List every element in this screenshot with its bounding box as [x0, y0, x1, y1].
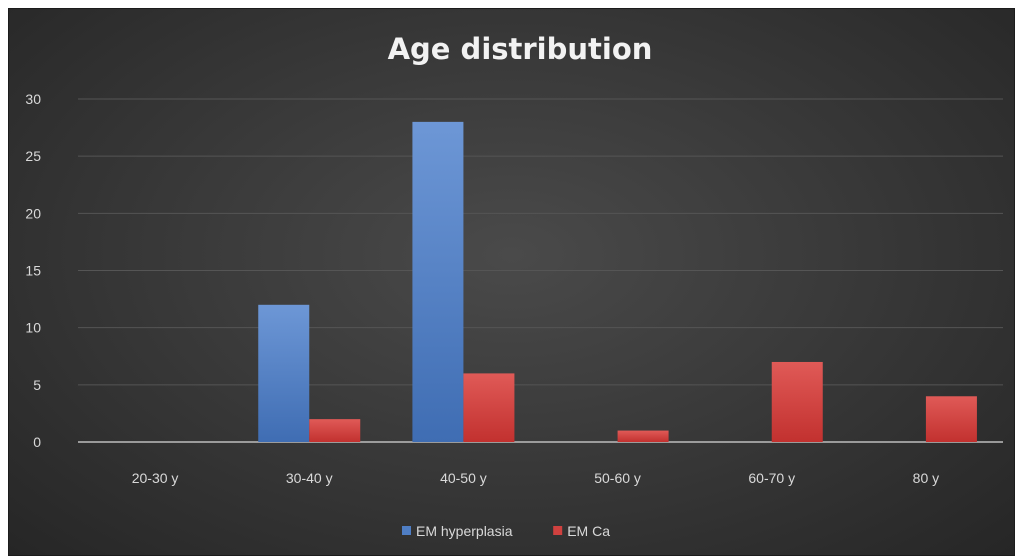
- x-tick-label: 30-40 y: [286, 470, 333, 486]
- y-axis-tick-labels: 0 5 10 15 20 25 30: [25, 91, 41, 450]
- y-tick-label: 15: [25, 263, 41, 279]
- x-axis-tick-labels: 20-30 y 30-40 y 40-50 y 50-60 y 60-70 y 80 y: [132, 470, 939, 486]
- x-tick-label: 40-50 y: [440, 470, 487, 486]
- legend: EM hyperplasia EM Ca: [402, 523, 610, 539]
- y-tick-label: 25: [25, 148, 41, 164]
- legend-label: EM hyperplasia: [416, 523, 513, 539]
- bar-em-ca-40-50y: [463, 373, 515, 442]
- bar-chart: Age distribution 0 5 10 15 20 25 30 20-30 y 30-…: [25, 32, 1003, 539]
- bar-em-ca-80y: [925, 396, 977, 442]
- bars: [258, 121, 977, 442]
- x-tick-label: 80 y: [913, 470, 939, 486]
- bar-em-hyperplasia-40-50y: [412, 121, 464, 442]
- bar-em-ca-30-40y: [309, 419, 361, 442]
- y-tick-label: 10: [25, 320, 41, 336]
- chart-area: Age distribution 0 5 10 15 20 25 30 20-30 y 30-…: [8, 8, 1015, 556]
- chart-title: Age distribution: [388, 32, 653, 66]
- bar-em-ca-50-60y: [617, 430, 669, 442]
- legend-swatch: [553, 526, 563, 535]
- x-tick-label: 50-60 y: [594, 470, 641, 486]
- gridlines: [78, 98, 1003, 443]
- bar-em-ca-60-70y: [771, 361, 823, 442]
- y-tick-label: 30: [25, 91, 41, 107]
- bar-em-hyperplasia-30-40y: [258, 304, 310, 442]
- y-tick-label: 5: [33, 377, 41, 393]
- y-tick-label: 0: [33, 434, 41, 450]
- x-tick-label: 60-70 y: [748, 470, 795, 486]
- x-tick-label: 20-30 y: [132, 470, 179, 486]
- legend-swatch: [402, 526, 411, 535]
- legend-label: EM Ca: [567, 523, 610, 539]
- y-tick-label: 20: [25, 205, 41, 221]
